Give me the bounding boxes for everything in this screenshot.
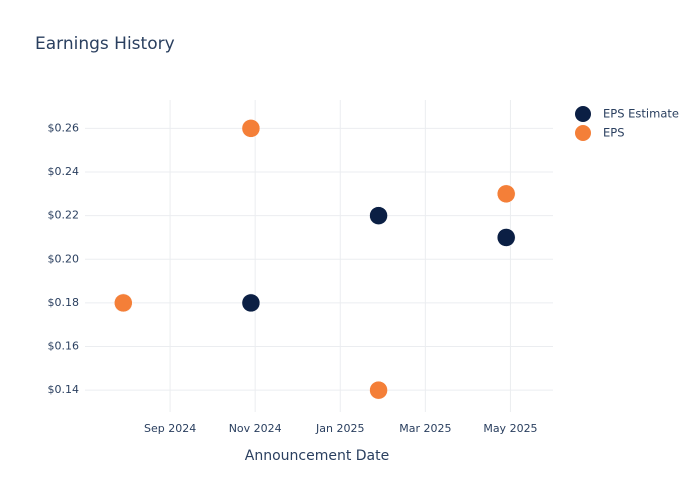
y-tick-label: $0.26 (48, 121, 80, 134)
y-tick-label: $0.14 (48, 383, 80, 396)
legend-label: EPS Estimate (603, 107, 679, 121)
y-tick-label: $0.16 (48, 340, 80, 353)
y-tick-label: $0.18 (48, 296, 80, 309)
y-tick-label: $0.22 (48, 209, 80, 222)
point (496, 184, 516, 204)
x-tick-label: Sep 2024 (144, 422, 196, 435)
point (241, 119, 261, 138)
x-tick-label: Mar 2025 (399, 422, 451, 435)
legend-label: EPS (603, 126, 625, 140)
point (496, 228, 516, 247)
x-axis-title: Announcement Date (245, 448, 389, 464)
point (241, 293, 261, 313)
legend-marker (575, 125, 591, 141)
x-tick-label: Jan 2025 (315, 422, 364, 435)
x-tick-label: Nov 2024 (229, 422, 282, 435)
chart-title: Earnings History (35, 34, 175, 54)
legend-marker (575, 106, 591, 122)
point (369, 380, 388, 400)
point (114, 293, 133, 313)
y-tick-label: $0.24 (48, 165, 80, 178)
x-tick-label: May 2025 (483, 422, 537, 435)
point (369, 206, 388, 225)
y-tick-label: $0.20 (48, 252, 80, 265)
